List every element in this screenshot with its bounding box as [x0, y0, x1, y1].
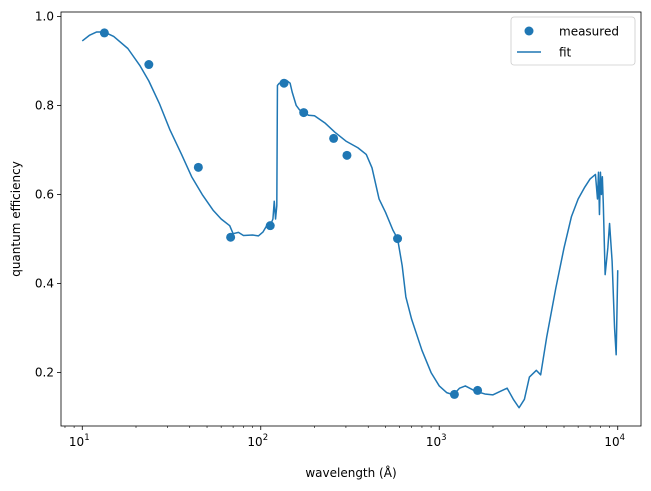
- data-point-measured-7: [329, 133, 339, 143]
- legend-box: [510, 16, 636, 66]
- data-point-measured-9: [393, 234, 403, 244]
- data-point-measured-0: [99, 28, 109, 38]
- y-tick-label-1: 0.4: [35, 277, 54, 291]
- y-tick-label-2: 0.6: [35, 188, 54, 202]
- x-axis-label: wavelength (Å): [305, 465, 396, 480]
- series-line-fit: [81, 31, 619, 409]
- legend: measured fit: [510, 16, 636, 66]
- plot-area: [81, 28, 619, 409]
- data-point-measured-4: [265, 221, 275, 231]
- legend-label-measured: measured: [559, 25, 619, 39]
- y-tick-label-4: 1.0: [35, 9, 54, 23]
- axes-frame: [60, 11, 642, 427]
- y-tick-label-0: 0.2: [35, 366, 54, 380]
- y-axis-label: quantum efficiency: [9, 161, 23, 277]
- data-point-measured-10: [449, 389, 459, 399]
- y-axis: 0.2 0.4 0.6 0.8 1.0: [35, 9, 61, 380]
- data-point-measured-1: [144, 60, 154, 70]
- data-point-measured-8: [342, 150, 352, 160]
- data-point-measured-6: [299, 108, 309, 118]
- data-point-measured-11: [473, 385, 483, 395]
- legend-marker-measured: [524, 26, 534, 36]
- legend-label-fit: fit: [559, 46, 572, 60]
- data-point-measured-3: [226, 232, 236, 242]
- y-tick-label-3: 0.8: [35, 98, 54, 112]
- data-point-measured-2: [193, 162, 203, 172]
- data-point-measured-5: [279, 78, 289, 88]
